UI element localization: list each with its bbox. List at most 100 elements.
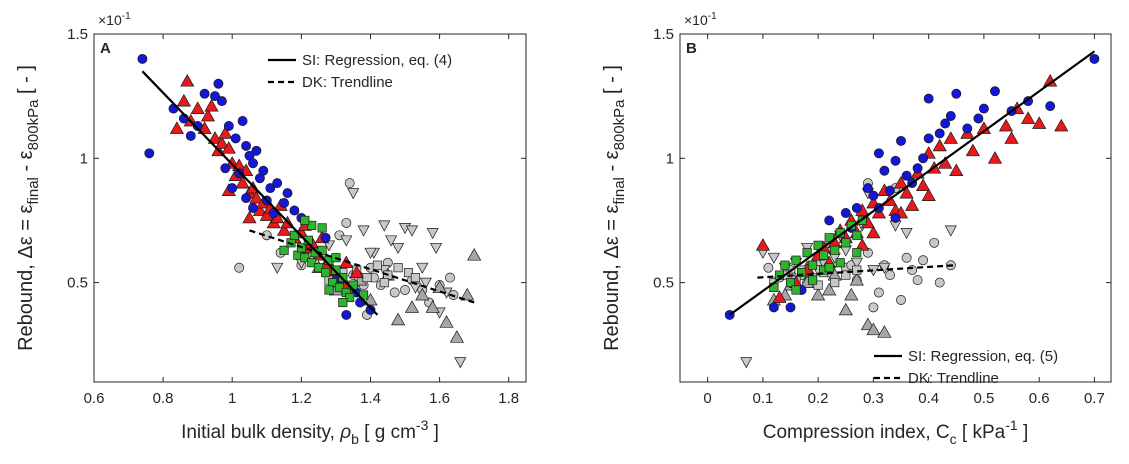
- data-point-circle: [445, 272, 455, 283]
- data-point-circle: [934, 128, 945, 139]
- data-point-square: [379, 278, 389, 288]
- data-point-circle: [785, 302, 796, 313]
- data-point-circle: [862, 183, 873, 194]
- data-point-circle: [885, 185, 895, 196]
- data-point-circle: [929, 237, 940, 248]
- data-point-square: [403, 268, 414, 278]
- y-axis-label: Rebound, Δε = εfinal - ε800kPa [ - ]: [601, 65, 628, 351]
- data-point-triangle-down: [419, 277, 432, 289]
- data-point-circle: [951, 88, 962, 99]
- x-tick-label: 1: [228, 390, 236, 407]
- data-point-circle: [923, 93, 934, 104]
- y-axis-label-mid: - ε: [15, 150, 37, 177]
- data-point-triangle-down: [271, 262, 284, 274]
- x-tick-label: 0.6: [1029, 390, 1050, 407]
- data-point-circle: [237, 116, 248, 126]
- data-point-circle: [896, 295, 906, 305]
- data-point-triangle-down: [416, 262, 429, 274]
- data-point-circle: [220, 163, 231, 174]
- data-point-triangle-up: [249, 190, 264, 204]
- data-point-square: [813, 240, 823, 250]
- x-axis-label-sub: b: [351, 431, 359, 447]
- data-point-circle: [223, 121, 234, 131]
- data-point-square: [824, 263, 834, 273]
- y-axis-label-sub2: 800kPa: [25, 99, 42, 151]
- data-point-triangle-up: [877, 325, 892, 338]
- data-point-square: [289, 230, 299, 240]
- data-point-square: [300, 215, 310, 225]
- data-point-triangle-down: [378, 220, 391, 232]
- data-point-circle: [1089, 53, 1100, 64]
- data-point-circle: [962, 123, 973, 134]
- data-point-square: [797, 268, 807, 278]
- data-point-circle: [978, 103, 989, 114]
- data-point-circle: [248, 158, 258, 169]
- data-point-circle: [896, 135, 906, 146]
- data-point-triangle-down: [347, 188, 360, 200]
- data-point-circle: [918, 153, 929, 164]
- data-point-triangle-up: [1004, 131, 1019, 144]
- data-point-square: [393, 263, 403, 273]
- data-point-triangle-up: [866, 225, 881, 239]
- data-point-square: [819, 250, 829, 260]
- x-tick-label: 1.4: [360, 390, 381, 407]
- data-point-triangle-up: [207, 131, 223, 144]
- data-point-triangle-down: [357, 225, 370, 237]
- y-tick-label: 0.5: [653, 275, 674, 292]
- data-point-triangle-up: [916, 178, 931, 191]
- y-exponent-label: ×10-1: [98, 11, 131, 28]
- data-point-triangle-up: [190, 101, 205, 114]
- data-point-triangle-up: [349, 265, 364, 278]
- data-point-circle: [279, 198, 290, 208]
- legend-label: DK: Trendline: [908, 370, 999, 387]
- y-axis-label: Rebound, Δε = εfinal - ε800kPa [ - ]: [15, 65, 42, 351]
- data-point-triangle-down: [944, 225, 957, 237]
- data-point-triangle-up: [467, 247, 482, 261]
- y-axis-label-sub2: 800kPa: [611, 99, 628, 151]
- data-point-triangle-up: [214, 136, 229, 149]
- data-point-triangle-up: [855, 238, 870, 251]
- data-point-triangle-up: [176, 93, 191, 107]
- x-axis-label-unit: [ kPa: [957, 422, 1006, 443]
- data-point-triangle-down: [426, 228, 439, 240]
- data-point-triangle-up: [772, 290, 787, 303]
- data-point-triangle-up: [460, 287, 475, 301]
- data-point-triangle-up: [180, 73, 195, 87]
- data-point-square: [846, 220, 856, 230]
- data-point-square: [300, 253, 310, 263]
- data-point-circle: [873, 148, 884, 159]
- y-axis-label-end: [ - ]: [15, 65, 37, 99]
- data-point-circle: [901, 252, 912, 263]
- data-point-circle: [210, 91, 220, 102]
- data-point-square: [317, 223, 327, 233]
- data-point-circle: [923, 133, 934, 144]
- data-point-circle: [824, 215, 835, 226]
- data-point-circle: [890, 155, 901, 166]
- y-tick-label: 1.5: [67, 26, 88, 43]
- data-point-triangle-up: [1054, 118, 1069, 132]
- data-point-square: [808, 260, 818, 270]
- data-point-circle: [137, 53, 148, 64]
- x-axis-label-symbol: ρ: [339, 422, 351, 443]
- data-point-square: [813, 280, 823, 290]
- y-exponent-base: ×10: [98, 12, 122, 28]
- data-point-triangle-up: [921, 188, 936, 201]
- data-point-circle: [341, 217, 352, 228]
- data-point-circle: [990, 86, 1000, 97]
- data-point-triangle-up: [204, 98, 219, 112]
- data-point-triangle-up: [755, 238, 770, 251]
- data-point-square: [791, 285, 801, 295]
- x-axis-label-text: Compression index, C: [763, 422, 950, 443]
- data-point-square: [780, 260, 790, 270]
- data-point-circle: [940, 118, 951, 129]
- data-point-square: [372, 260, 382, 270]
- data-point-circle: [185, 130, 196, 141]
- y-axis-label-sub: final: [611, 177, 628, 205]
- data-point-circle: [918, 255, 929, 266]
- data-point-square: [830, 245, 840, 255]
- data-point-triangle-up: [1021, 111, 1036, 124]
- data-point-triangle-up: [998, 118, 1014, 132]
- legend-label: SI: Regression, eq. (5): [908, 348, 1058, 365]
- data-point-circle: [912, 163, 923, 174]
